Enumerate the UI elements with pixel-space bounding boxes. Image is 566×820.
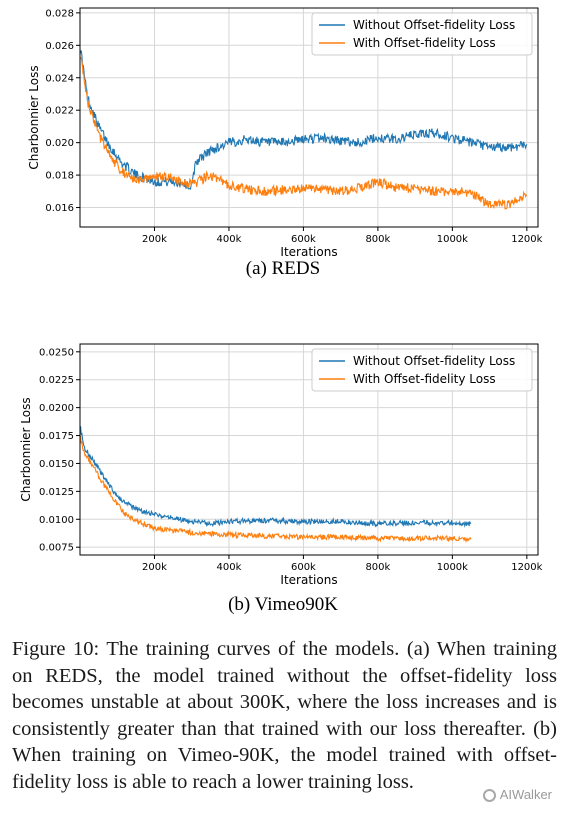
y-tick-label: 0.028 [45, 8, 74, 19]
subcaption-vimeo90k: (b) Vimeo90K [228, 594, 338, 615]
y-tick-label: 0.0075 [39, 543, 74, 554]
x-tick-label: 1000k [437, 562, 468, 573]
y-tick-label: 0.0200 [39, 403, 74, 414]
axes-frame [79, 343, 539, 556]
legend-label: Without Offset-fidelity Loss [353, 354, 515, 368]
x-tick-label: 600k [291, 562, 316, 573]
x-tick-label: 1200k [511, 562, 542, 573]
legend-box [311, 348, 533, 392]
legend-label: With Offset-fidelity Loss [353, 36, 496, 50]
x-tick-label: 800k [365, 234, 390, 245]
chart-vimeo90k: 200k 400k 600k 800k 1000k 1200k 0.0075 0.0100 0.… [19, 343, 543, 587]
y-tick-label: 0.0225 [39, 375, 74, 386]
y-tick-label: 0.024 [45, 73, 74, 84]
y-axis-label: Charbonnier Loss [27, 65, 41, 169]
x-tick-label: 1000k [437, 234, 468, 245]
x-tick-label: 400k [216, 234, 241, 245]
y-tick-label: 0.0150 [39, 459, 74, 470]
legend-label: Without Offset-fidelity Loss [353, 18, 515, 32]
y-tick-label: 0.0100 [39, 515, 74, 526]
subcaption-reds: (a) REDS [245, 258, 321, 279]
legend: Without Offset-fidelity Loss With Offset-… [311, 348, 533, 392]
chart-reds: 200k 400k 600k 800k 1000k 1200k 0.016 0.018 0.02… [27, 7, 543, 259]
legend-label: With Offset-fidelity Loss [353, 372, 496, 386]
y-tick-label: 0.020 [45, 138, 74, 149]
series-line-with-loss [80, 435, 472, 543]
y-tick-label: 0.026 [45, 41, 74, 52]
x-tick-label: 200k [142, 562, 167, 573]
x-axis-label: Iterations [280, 245, 337, 259]
y-tick-label: 0.018 [45, 171, 74, 182]
y-tick-label: 0.0250 [39, 347, 74, 358]
x-tick-label: 200k [142, 234, 167, 245]
legend: Without Offset-fidelity Loss With Offset-… [311, 12, 533, 56]
axes-frame [79, 7, 539, 228]
legend-box [311, 12, 533, 56]
y-tick-label: 0.016 [45, 203, 74, 214]
y-tick-label: 0.022 [45, 106, 74, 117]
x-tick-label: 400k [216, 562, 241, 573]
series-line-without-loss [80, 426, 472, 528]
watermark: AIWalker [482, 787, 552, 802]
x-tick-label: 600k [291, 234, 316, 245]
grid [80, 344, 538, 555]
y-tick-label: 0.0175 [39, 431, 74, 442]
y-axis-label: Charbonnier Loss [19, 397, 33, 501]
x-tick-label: 800k [365, 562, 390, 573]
series-line-with-loss [80, 57, 528, 210]
y-tick-label: 0.0125 [39, 487, 74, 498]
figure-caption: Figure 10: The training curves of the mo… [12, 638, 557, 793]
x-tick-label: 1200k [511, 234, 542, 245]
series-line-without-loss [80, 49, 528, 190]
watermark-icon [482, 789, 496, 802]
x-axis-label: Iterations [280, 573, 337, 587]
watermark-text: AIWalker [499, 787, 552, 802]
